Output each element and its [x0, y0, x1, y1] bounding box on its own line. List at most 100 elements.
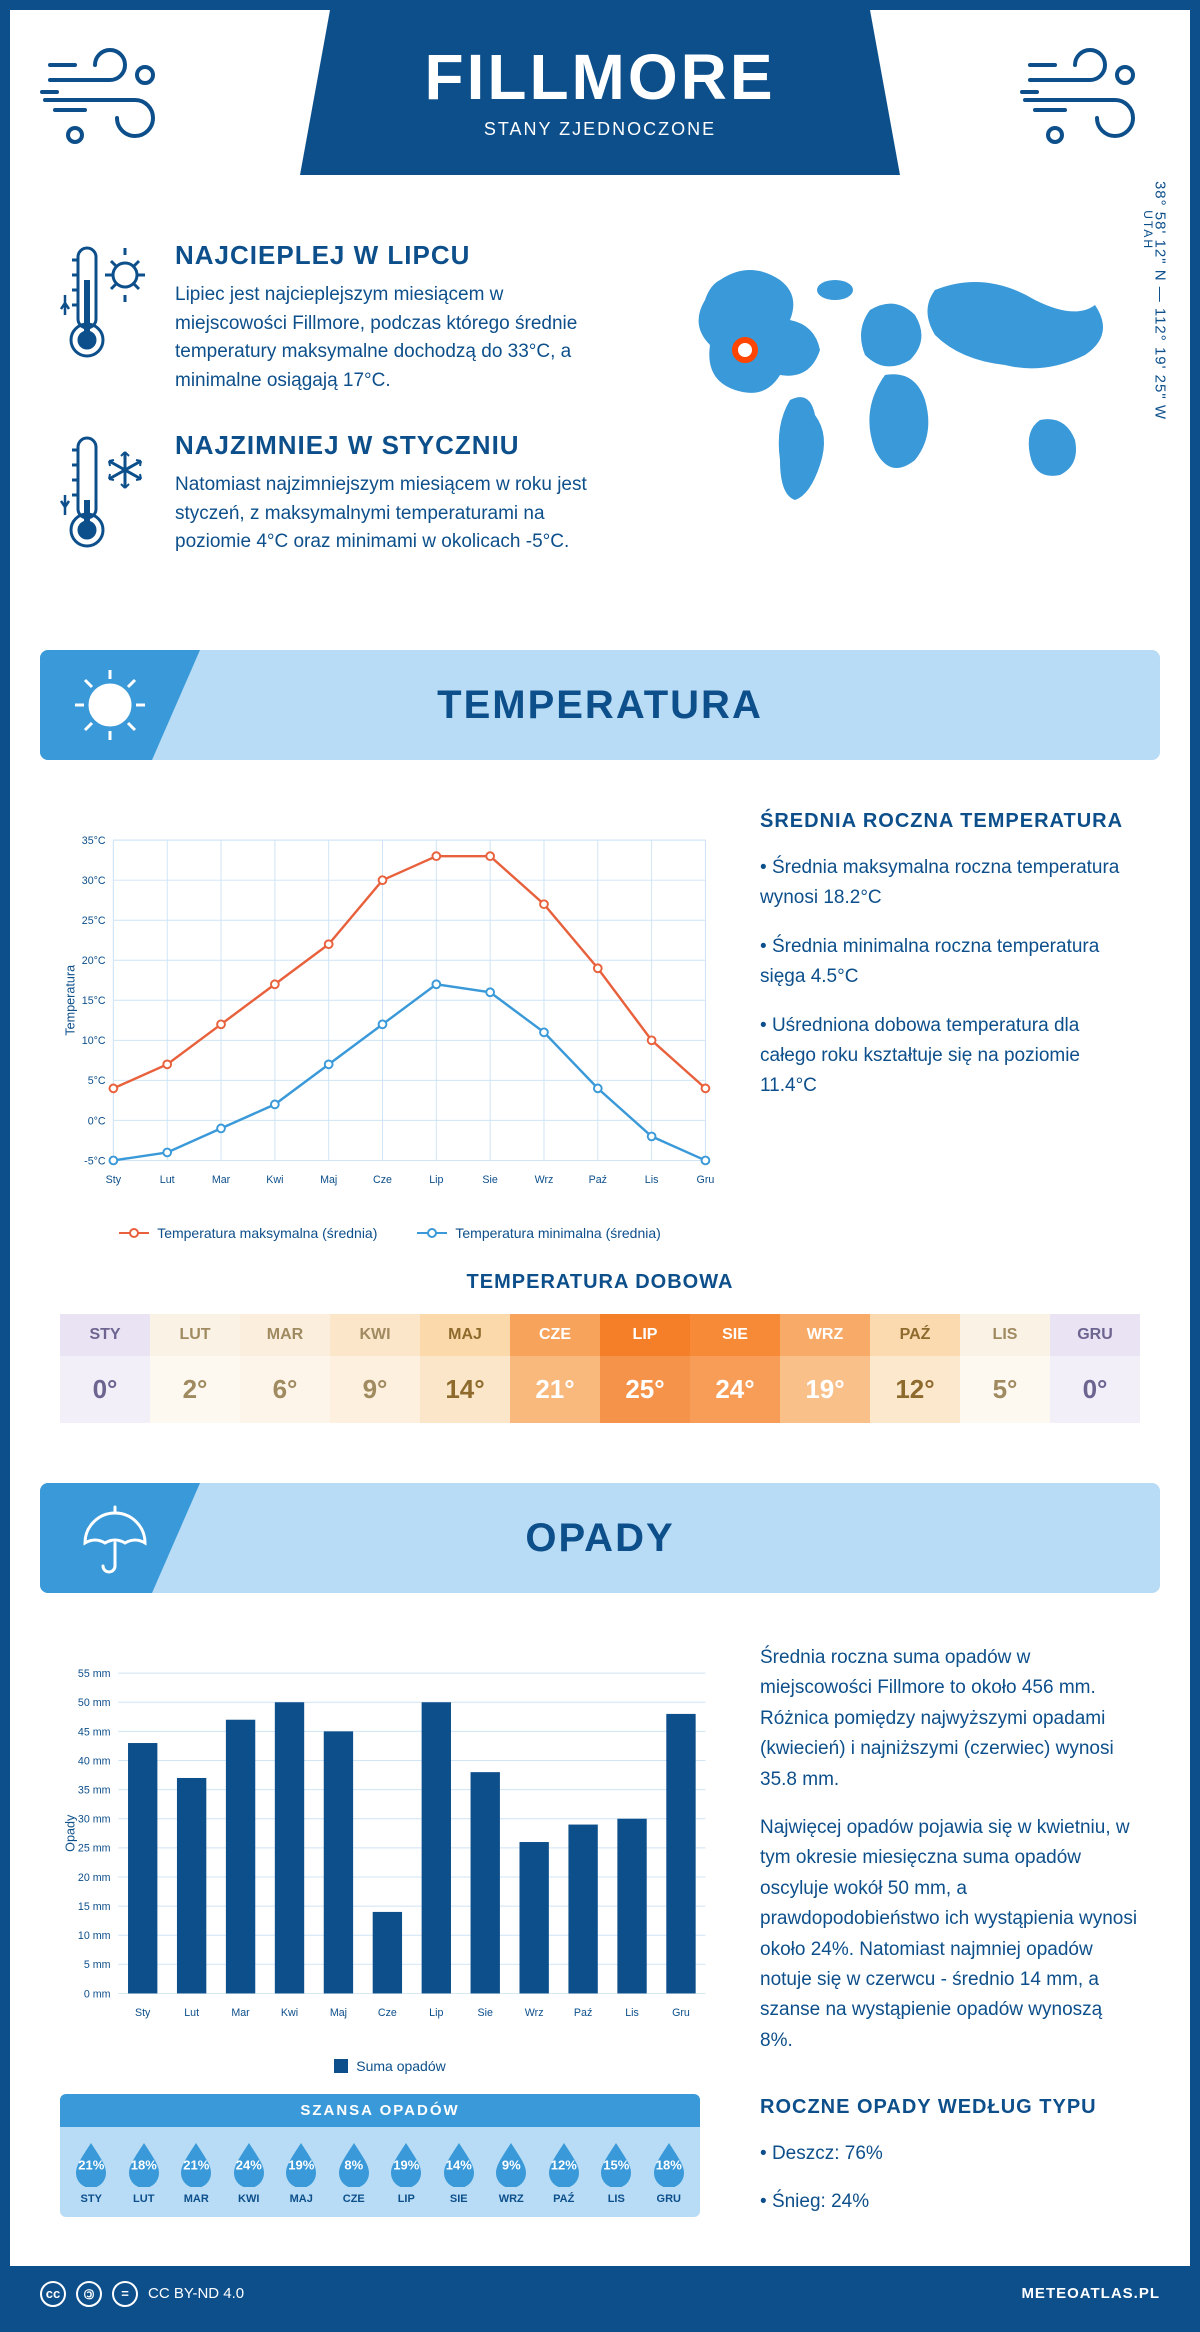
- daily-temp-value: 19°: [780, 1356, 870, 1423]
- precipitation-title: OPADY: [525, 1516, 674, 1561]
- intro-section: NAJCIEPLEJ W LIPCU Lipiec jest najcieple…: [10, 210, 1190, 630]
- license-text: CC BY-ND 4.0: [148, 2285, 244, 2302]
- precip-chance-cell: 8%CZE: [328, 2139, 381, 2205]
- svg-text:35 mm: 35 mm: [78, 1785, 111, 1797]
- sun-icon: [40, 650, 200, 760]
- by-icon: 🄯: [76, 2281, 102, 2307]
- svg-text:Gru: Gru: [697, 1174, 715, 1186]
- daily-temp-month: PAŹ: [870, 1314, 960, 1356]
- svg-text:Kwi: Kwi: [281, 2007, 298, 2019]
- precip-chance-cell: 19%MAJ: [275, 2139, 328, 2205]
- country-name: STANY ZJEDNOCZONE: [340, 119, 860, 140]
- daily-temp-month: LIS: [960, 1314, 1050, 1356]
- daily-temp-month: CZE: [510, 1314, 600, 1356]
- warmest-text: Lipiec jest najcieplejszym miesiącem w m…: [175, 281, 620, 395]
- precip-type-item: Deszcz: 76%: [760, 2139, 1140, 2169]
- svg-text:Lut: Lut: [160, 1174, 175, 1186]
- svg-text:30 mm: 30 mm: [78, 1814, 111, 1826]
- temperature-banner: TEMPERATURA: [40, 650, 1160, 760]
- svg-text:35°C: 35°C: [82, 835, 106, 847]
- daily-temp-value: 12°: [870, 1356, 960, 1423]
- svg-text:45 mm: 45 mm: [78, 1726, 111, 1738]
- coldest-fact: NAJZIMNIEJ W STYCZNIU Natomiast najzimni…: [60, 430, 620, 565]
- precip-chance-cell: 24%KWI: [223, 2139, 276, 2205]
- daily-temp-month: MAR: [240, 1314, 330, 1356]
- svg-text:15 mm: 15 mm: [78, 1901, 111, 1913]
- svg-text:Lis: Lis: [625, 2007, 639, 2019]
- warmest-fact: NAJCIEPLEJ W LIPCU Lipiec jest najcieple…: [60, 240, 620, 395]
- daily-temp-month: LIP: [600, 1314, 690, 1356]
- svg-text:Kwi: Kwi: [266, 1174, 283, 1186]
- daily-temp-month: SIE: [690, 1314, 780, 1356]
- daily-temp-value: 2°: [150, 1356, 240, 1423]
- precip-legend-label: Suma opadów: [356, 2058, 446, 2074]
- title-banner: FILLMORE STANY ZJEDNOCZONE: [300, 10, 900, 175]
- precip-chance-cell: 18%LUT: [118, 2139, 171, 2205]
- daily-temp-title: TEMPERATURA DOBOWA: [60, 1271, 1140, 1294]
- svg-text:Cze: Cze: [378, 2007, 397, 2019]
- warmest-title: NAJCIEPLEJ W LIPCU: [175, 240, 620, 271]
- precip-chance-cell: 19%LIP: [380, 2139, 433, 2205]
- daily-temp-month: LUT: [150, 1314, 240, 1356]
- daily-temp-months: STYLUTMARKWIMAJCZELIPSIEWRZPAŹLISGRU: [60, 1314, 1140, 1356]
- wind-icon: [40, 40, 180, 160]
- daily-temp-month: MAJ: [420, 1314, 510, 1356]
- svg-text:Paź: Paź: [589, 1174, 607, 1186]
- daily-temp-value: 21°: [510, 1356, 600, 1423]
- umbrella-icon: [40, 1483, 200, 1593]
- svg-text:Lip: Lip: [429, 1174, 443, 1186]
- temperature-line-chart: -5°C0°C5°C10°C15°C20°C25°C30°C35°CStyLut…: [60, 810, 720, 1210]
- precip-chance-cell: 14%SIE: [433, 2139, 486, 2205]
- svg-text:Wrz: Wrz: [525, 2007, 544, 2019]
- daily-temp-value: 9°: [330, 1356, 420, 1423]
- precip-chance-cell: 15%LIS: [590, 2139, 643, 2205]
- daily-temp-value: 0°: [1050, 1356, 1140, 1423]
- svg-text:20 mm: 20 mm: [78, 1872, 111, 1884]
- precipitation-chart-row: 0 mm5 mm10 mm15 mm20 mm25 mm30 mm35 mm40…: [10, 1613, 1190, 2266]
- precipitation-banner: OPADY: [40, 1483, 1160, 1593]
- header: FILLMORE STANY ZJEDNOCZONE: [10, 10, 1190, 210]
- svg-text:Gru: Gru: [672, 2007, 690, 2019]
- svg-text:Sie: Sie: [478, 2007, 493, 2019]
- daily-temp-value: 25°: [600, 1356, 690, 1423]
- page-frame: FILLMORE STANY ZJEDNOCZONE: [0, 0, 1200, 2332]
- wind-icon: [1020, 40, 1160, 160]
- svg-text:Sty: Sty: [106, 1174, 122, 1186]
- precip-type-title: ROCZNE OPADY WEDŁUG TYPU: [760, 2096, 1140, 2119]
- svg-text:20°C: 20°C: [82, 955, 106, 967]
- svg-text:Lis: Lis: [645, 1174, 659, 1186]
- svg-text:5 mm: 5 mm: [84, 1959, 111, 1971]
- svg-text:40 mm: 40 mm: [78, 1755, 111, 1767]
- legend-item: .legend-line[style*='#e8613c']::after{bo…: [119, 1225, 377, 1241]
- site-name: METEOATLAS.PL: [1021, 2285, 1160, 2302]
- precip-chance-cell: 12%PAŹ: [538, 2139, 591, 2205]
- svg-text:0 mm: 0 mm: [84, 1988, 111, 2000]
- svg-text:Sty: Sty: [135, 2007, 151, 2019]
- svg-text:50 mm: 50 mm: [78, 1697, 111, 1709]
- temp-summary-item: Średnia minimalna roczna temperatura się…: [760, 932, 1140, 993]
- precip-type-item: Śnieg: 24%: [760, 2187, 1140, 2217]
- precip-chance-cell: 21%STY: [65, 2139, 118, 2205]
- temperature-title: TEMPERATURA: [437, 683, 763, 728]
- precip-type-list: Deszcz: 76% Śnieg: 24%: [760, 2139, 1140, 2218]
- temperature-chart-row: -5°C0°C5°C10°C15°C20°C25°C30°C35°CStyLut…: [10, 780, 1190, 1271]
- svg-text:Opady: Opady: [64, 1814, 78, 1852]
- svg-text:Mar: Mar: [212, 1174, 231, 1186]
- precip-chance-table: SZANSA OPADÓW 21%STY18%LUT21%MAR24%KWI19…: [60, 2094, 700, 2217]
- daily-temp-month: WRZ: [780, 1314, 870, 1356]
- svg-text:25 mm: 25 mm: [78, 1843, 111, 1855]
- temp-summary-list: Średnia maksymalna roczna temperatura wy…: [760, 853, 1140, 1102]
- svg-text:Wrz: Wrz: [535, 1174, 554, 1186]
- temp-summary-item: Średnia maksymalna roczna temperatura wy…: [760, 853, 1140, 914]
- nd-icon: =: [112, 2281, 138, 2307]
- svg-text:Paź: Paź: [574, 2007, 592, 2019]
- daily-temp-value: 0°: [60, 1356, 150, 1423]
- precip-chance-cell: 9%WRZ: [485, 2139, 538, 2205]
- svg-text:Maj: Maj: [330, 2007, 347, 2019]
- precipitation-bar-chart: 0 mm5 mm10 mm15 mm20 mm25 mm30 mm35 mm40…: [60, 1643, 720, 2043]
- svg-text:0°C: 0°C: [88, 1115, 106, 1127]
- daily-temp-value: 6°: [240, 1356, 330, 1423]
- city-name: FILLMORE: [340, 40, 860, 114]
- svg-text:5°C: 5°C: [88, 1075, 106, 1087]
- precip-chance-title: SZANSA OPADÓW: [60, 2094, 700, 2127]
